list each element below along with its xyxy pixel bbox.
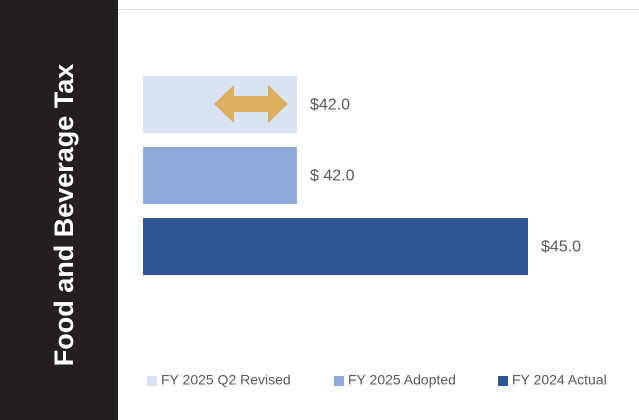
title-panel xyxy=(0,0,118,420)
arrow-icon xyxy=(214,85,288,123)
double-arrow xyxy=(214,85,288,123)
value-label: $42.0 xyxy=(310,97,350,114)
legend-label: FY 2025 Adopted xyxy=(348,372,456,388)
legend-swatch xyxy=(498,376,508,386)
bar xyxy=(143,218,528,275)
legend-label: FY 2024 Actual xyxy=(512,372,607,388)
bar xyxy=(143,147,297,204)
value-label: $ 42.0 xyxy=(310,168,355,185)
legend-swatch xyxy=(147,376,157,386)
legend-swatch xyxy=(334,376,344,386)
legend-label: FY 2025 Q2 Revised xyxy=(161,372,291,388)
value-label: $45.0 xyxy=(541,239,581,256)
chart-title: Food and Beverage Tax xyxy=(49,64,79,367)
